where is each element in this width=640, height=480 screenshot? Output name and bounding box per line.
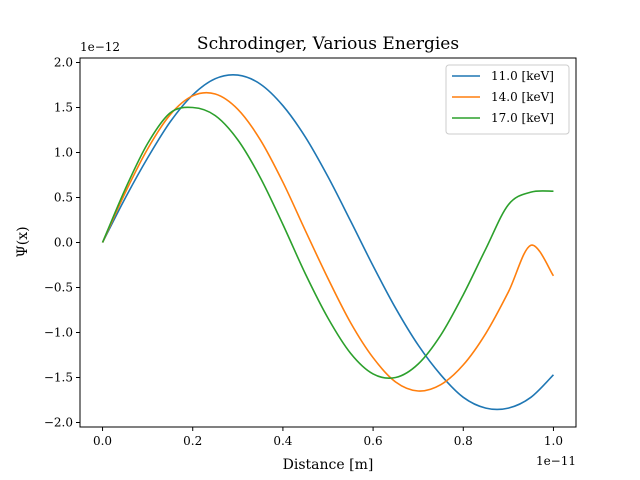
y-tick-label: −1.0 xyxy=(44,326,73,340)
series-line-0 xyxy=(101,74,555,411)
legend-box xyxy=(445,64,570,135)
legend-label-2: 17.0 [keV] xyxy=(491,111,554,125)
series-line-2 xyxy=(101,106,554,380)
chart-title: Schrodinger, Various Energies xyxy=(197,34,459,54)
y-axis-label: Ψ(x) xyxy=(15,226,31,257)
y-tick-label: 1.5 xyxy=(54,101,73,115)
y-tick-label: 0.5 xyxy=(54,191,73,205)
y-tick-label: 1.0 xyxy=(54,146,73,160)
x-tick-label: 0.6 xyxy=(364,434,383,448)
legend: 11.0 [keV] 14.0 [keV] 17.0 [keV] xyxy=(445,64,570,135)
legend-label-1: 14.0 [keV] xyxy=(491,90,554,104)
y-tick-label: 0.0 xyxy=(54,236,73,250)
y-tick-label: −0.5 xyxy=(44,281,73,295)
legend-label-0: 11.0 [keV] xyxy=(491,69,554,83)
y-tick-label: −1.5 xyxy=(44,371,73,385)
x-axis-label: Distance [m] xyxy=(283,457,374,473)
x-offset-label: 1e−11 xyxy=(536,454,576,468)
y-axis-ticks: 2.0 1.5 1.0 0.5 0.0 −0.5 −1.0 −1.5 −2.0 xyxy=(44,56,80,430)
x-tick-label: 0.2 xyxy=(183,434,202,448)
series-line-1 xyxy=(101,91,555,392)
x-tick-label: 0.8 xyxy=(454,434,473,448)
plot-frame xyxy=(79,57,577,428)
x-tick-label: 0.4 xyxy=(273,434,292,448)
x-tick-label: 1.0 xyxy=(544,434,563,448)
y-tick-label: 2.0 xyxy=(54,56,73,70)
series-lines xyxy=(101,74,555,411)
x-axis-ticks: 0.0 0.2 0.4 0.6 0.8 1.0 xyxy=(93,427,563,448)
y-tick-label: −2.0 xyxy=(44,416,73,430)
x-tick-label: 0.0 xyxy=(93,434,112,448)
y-offset-label: 1e−12 xyxy=(80,40,120,54)
